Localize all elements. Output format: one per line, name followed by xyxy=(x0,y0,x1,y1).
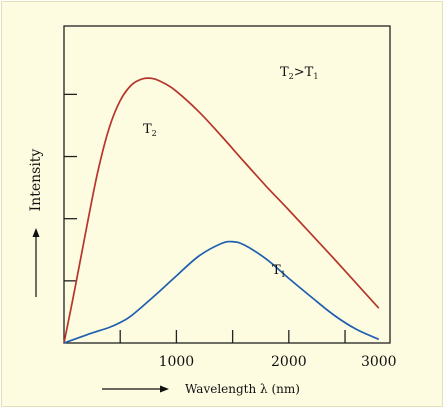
x-tick-label-2: 3000 xyxy=(361,354,397,370)
x-tick-label-1: 2000 xyxy=(271,354,307,370)
series-line-t2 xyxy=(63,77,380,344)
plot-area xyxy=(63,25,391,344)
series-line-t1 xyxy=(63,240,380,344)
y-axis-arrowhead-icon xyxy=(32,228,40,237)
temperature-annotation: T2>T1 xyxy=(280,65,318,81)
y-axis-label-group: Intensity xyxy=(28,149,44,297)
x-tick-label-0: 1000 xyxy=(159,354,195,370)
series-label-t2: T2 xyxy=(143,122,157,138)
x-axis-arrowhead-icon xyxy=(160,385,169,393)
x-axis-label: Wavelength λ (nm) xyxy=(185,382,300,396)
series-label-t1: T1 xyxy=(272,263,286,279)
x-axis-label-group: Wavelength λ (nm) xyxy=(102,382,300,396)
y-axis-label: Intensity xyxy=(28,149,44,212)
